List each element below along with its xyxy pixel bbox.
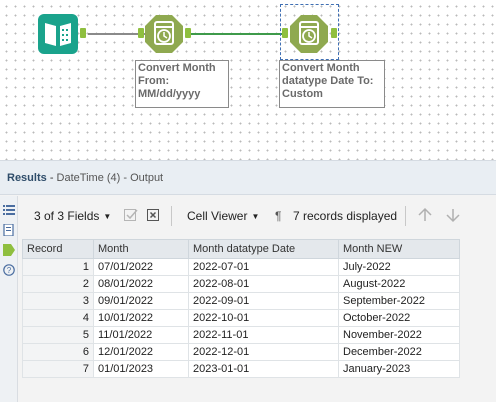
month-new-cell[interactable]: December-2022 (338, 343, 460, 361)
results-subtitle: DateTime (4) - Output (56, 172, 164, 184)
month-cell[interactable]: 12/01/2022 (93, 343, 189, 361)
month-new-cell[interactable]: November-2022 (338, 326, 460, 344)
datetime-tool-icon (145, 15, 183, 53)
chevron-down-icon: ▼ (251, 212, 260, 221)
fields-dropdown-label: 3 of 3 Fields (34, 209, 100, 223)
datetime-tool-2[interactable] (289, 14, 329, 54)
results-sidebar: ? (0, 196, 18, 402)
annotation-line: Custom (282, 88, 323, 100)
results-table: Record Month Month datatype Date Month N… (22, 239, 460, 378)
arrow-up-icon[interactable] (417, 207, 433, 223)
check-icon[interactable] (123, 207, 139, 223)
workflow-canvas[interactable]: Convert Month From: MM/dd/yyyy Convert M… (0, 0, 496, 160)
month-cell[interactable]: 11/01/2022 (93, 326, 189, 344)
record-cell: 7 (22, 360, 94, 378)
output-anchor[interactable] (185, 28, 191, 38)
results-pane: Results - DateTime (4) - Output ? 3 of 3… (0, 160, 496, 402)
month-date-cell[interactable]: 2022-08-01 (188, 275, 339, 293)
chevron-down-icon: ▼ (103, 212, 112, 221)
table-row[interactable]: 7 01/01/2023 2023-01-01 January-2023 (22, 360, 460, 378)
record-cell: 1 (22, 258, 94, 276)
datetime-tool-icon (290, 15, 328, 53)
annotation-line: Convert Month (282, 62, 360, 74)
column-header-month-new[interactable]: Month NEW (338, 239, 460, 259)
month-new-cell[interactable]: September-2022 (338, 292, 460, 310)
month-date-cell[interactable]: 2022-10-01 (188, 309, 339, 327)
annotation-line: From: (138, 75, 170, 87)
tool-annotation-2[interactable]: Convert Month datatype Date To: Custom (279, 60, 385, 108)
connection-line (186, 33, 286, 35)
annotation-line: datatype Date To: (282, 75, 374, 87)
month-date-cell[interactable]: 2023-01-01 (188, 360, 339, 378)
results-title: Results - DateTime (4) - Output (7, 172, 163, 184)
close-icon[interactable] (145, 207, 161, 223)
results-title-label: Results (7, 172, 47, 184)
month-cell[interactable]: 08/01/2022 (93, 275, 189, 293)
pilcrow-icon[interactable]: ¶ (275, 209, 282, 223)
data-output-icon[interactable] (3, 244, 15, 256)
table-row[interactable]: 6 12/01/2022 2022-12-01 December-2022 (22, 343, 460, 361)
annotation-line: Convert Month (138, 62, 216, 74)
table-header-row: Record Month Month datatype Date Month N… (22, 239, 460, 259)
month-new-cell[interactable]: October-2022 (338, 309, 460, 327)
month-date-cell[interactable]: 2022-07-01 (188, 258, 339, 276)
metadata-icon[interactable] (3, 224, 15, 236)
month-date-cell[interactable]: 2022-09-01 (188, 292, 339, 310)
record-cell: 3 (22, 292, 94, 310)
list-icon[interactable] (3, 204, 15, 216)
month-date-cell[interactable]: 2022-12-01 (188, 343, 339, 361)
month-new-cell[interactable]: August-2022 (338, 275, 460, 293)
month-cell[interactable]: 07/01/2022 (93, 258, 189, 276)
help-icon[interactable]: ? (3, 264, 15, 276)
toolbar-divider (171, 206, 172, 226)
column-header-month[interactable]: Month (93, 239, 189, 259)
arrow-down-icon[interactable] (445, 207, 461, 223)
output-anchor[interactable] (331, 28, 337, 38)
month-cell[interactable]: 09/01/2022 (93, 292, 189, 310)
table-row[interactable]: 3 09/01/2022 2022-09-01 September-2022 (22, 292, 460, 310)
output-anchor[interactable] (80, 28, 86, 38)
month-new-cell[interactable]: July-2022 (338, 258, 460, 276)
datetime-tool-1[interactable] (144, 14, 184, 54)
results-toolbar: 3 of 3 Fields ▼ Cell Viewer ▼ ¶ 7 records … (19, 196, 496, 236)
results-title-separator: - (49, 172, 57, 184)
record-cell: 5 (22, 326, 94, 344)
record-cell: 4 (22, 309, 94, 327)
input-anchor[interactable] (138, 28, 144, 38)
month-cell[interactable]: 10/01/2022 (93, 309, 189, 327)
annotation-line: MM/dd/yyyy (138, 88, 201, 100)
svg-text:?: ? (7, 266, 12, 275)
table-row[interactable]: 5 11/01/2022 2022-11-01 November-2022 (22, 326, 460, 344)
input-anchor[interactable] (282, 28, 288, 38)
table-row[interactable]: 2 08/01/2022 2022-08-01 August-2022 (22, 275, 460, 293)
records-count: 7 records displayed (293, 209, 398, 223)
month-date-cell[interactable]: 2022-11-01 (188, 326, 339, 344)
record-cell: 6 (22, 343, 94, 361)
table-row[interactable]: 1 07/01/2022 2022-07-01 July-2022 (22, 258, 460, 276)
record-cell: 2 (22, 275, 94, 293)
column-header-record[interactable]: Record (22, 239, 94, 259)
tool-annotation-1[interactable]: Convert Month From: MM/dd/yyyy (135, 60, 229, 108)
connection-line (88, 33, 146, 35)
fields-dropdown[interactable]: 3 of 3 Fields ▼ (34, 209, 111, 223)
input-data-tool[interactable] (38, 14, 78, 54)
toolbar-divider (405, 206, 406, 226)
month-new-cell[interactable]: January-2023 (338, 360, 460, 378)
selection-box (280, 4, 339, 60)
results-header: Results - DateTime (4) - Output (0, 160, 496, 195)
table-row[interactable]: 4 10/01/2022 2022-10-01 October-2022 (22, 309, 460, 327)
cell-viewer-dropdown[interactable]: Cell Viewer ▼ (187, 209, 259, 223)
cell-viewer-label: Cell Viewer (187, 209, 248, 223)
input-data-tool-icon (38, 14, 78, 54)
column-header-month-datatype-date[interactable]: Month datatype Date (188, 239, 339, 259)
month-cell[interactable]: 01/01/2023 (93, 360, 189, 378)
